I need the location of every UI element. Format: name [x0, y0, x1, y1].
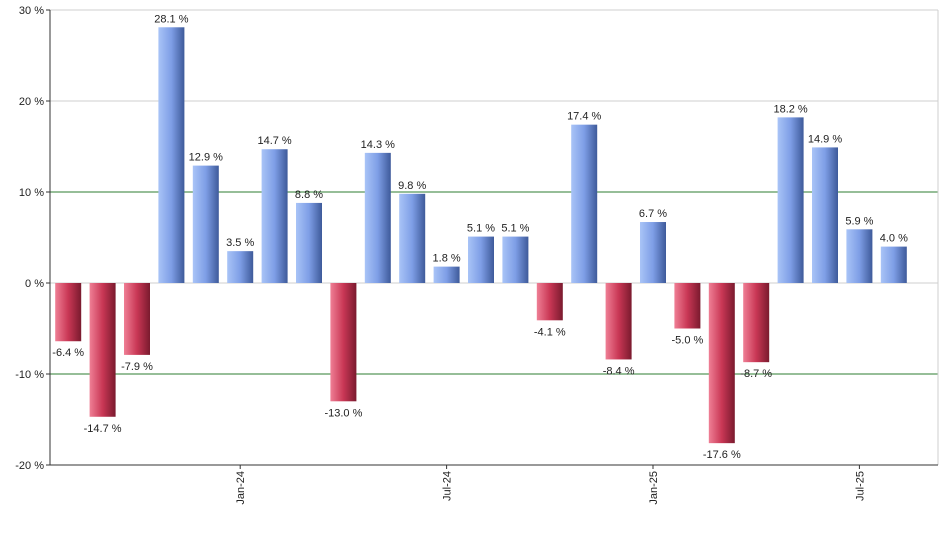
bar: [364, 152, 391, 283]
data-labels: -6.4 % -14.7 % -7.9 % 28.1 % 12.9 % 3.5 % 14.7…: [52, 13, 908, 461]
y-tick-label: 30 %: [19, 5, 44, 17]
data-label: 6.7 %: [639, 208, 667, 220]
data-label: 28.1 %: [154, 13, 188, 25]
x-tick-label: Jan-24: [235, 471, 247, 505]
bar: [433, 266, 460, 283]
bar: [777, 117, 804, 283]
bar: [89, 283, 116, 417]
data-label: -17.6 %: [703, 449, 741, 461]
y-tick-label: -10 %: [15, 369, 44, 381]
bar: [605, 283, 632, 360]
axes: 30 % 20 % 10 % 0 % -10 % -20 % Jan-24 Jul-24 Jan…: [15, 5, 938, 505]
y-tick-label: 20 %: [19, 96, 44, 108]
data-label: 3.5 %: [226, 237, 254, 249]
bar: [502, 236, 529, 283]
data-label: -13.0 %: [324, 407, 362, 419]
bar: [158, 27, 185, 284]
bars: [55, 27, 907, 444]
data-label: 5.1 %: [467, 223, 495, 235]
bar: [330, 283, 357, 402]
data-label: 14.9 %: [808, 133, 842, 145]
bar: [227, 251, 254, 283]
bar: [640, 222, 666, 283]
bar: [880, 246, 907, 283]
data-label: 12.9 %: [189, 152, 223, 164]
data-label: 4.0 %: [880, 233, 908, 245]
bar: [124, 283, 150, 355]
bar: [399, 193, 426, 283]
data-label: -8.7 %: [740, 368, 772, 380]
bar: [55, 283, 82, 342]
bar: [261, 149, 288, 283]
bar: [571, 124, 598, 283]
data-label: -4.1 %: [534, 326, 566, 338]
bar: [468, 236, 494, 283]
data-label: 5.1 %: [501, 223, 529, 235]
data-label: -14.7 %: [84, 423, 122, 435]
x-tick-label: Jul-25: [854, 471, 866, 501]
data-label: 8.8 %: [295, 189, 323, 201]
bar: [536, 283, 563, 321]
bar: [846, 229, 873, 283]
x-tick-label: Jan-25: [648, 471, 660, 505]
bar: [708, 283, 735, 444]
bar: [674, 283, 701, 329]
data-label: 5.9 %: [845, 215, 873, 227]
data-label: 18.2 %: [773, 103, 807, 115]
y-tick-label: 10 %: [19, 187, 44, 199]
data-label: -5.0 %: [672, 335, 704, 347]
bar: [743, 283, 770, 363]
data-label: -6.4 %: [52, 347, 84, 359]
y-tick-label: 0 %: [25, 278, 44, 290]
y-tick-label: -20 %: [15, 460, 44, 472]
data-label: 14.3 %: [361, 139, 395, 151]
data-label: -7.9 %: [121, 361, 153, 373]
bar: [812, 147, 838, 283]
data-label: 17.4 %: [567, 111, 601, 123]
x-tick-label: Jul-24: [442, 471, 454, 501]
data-label: 1.8 %: [433, 253, 461, 265]
bar: [296, 202, 322, 283]
bar: [192, 165, 219, 283]
data-label: 14.7 %: [257, 135, 291, 147]
data-label: -8.4 %: [603, 365, 635, 377]
data-label: 9.8 %: [398, 180, 426, 192]
